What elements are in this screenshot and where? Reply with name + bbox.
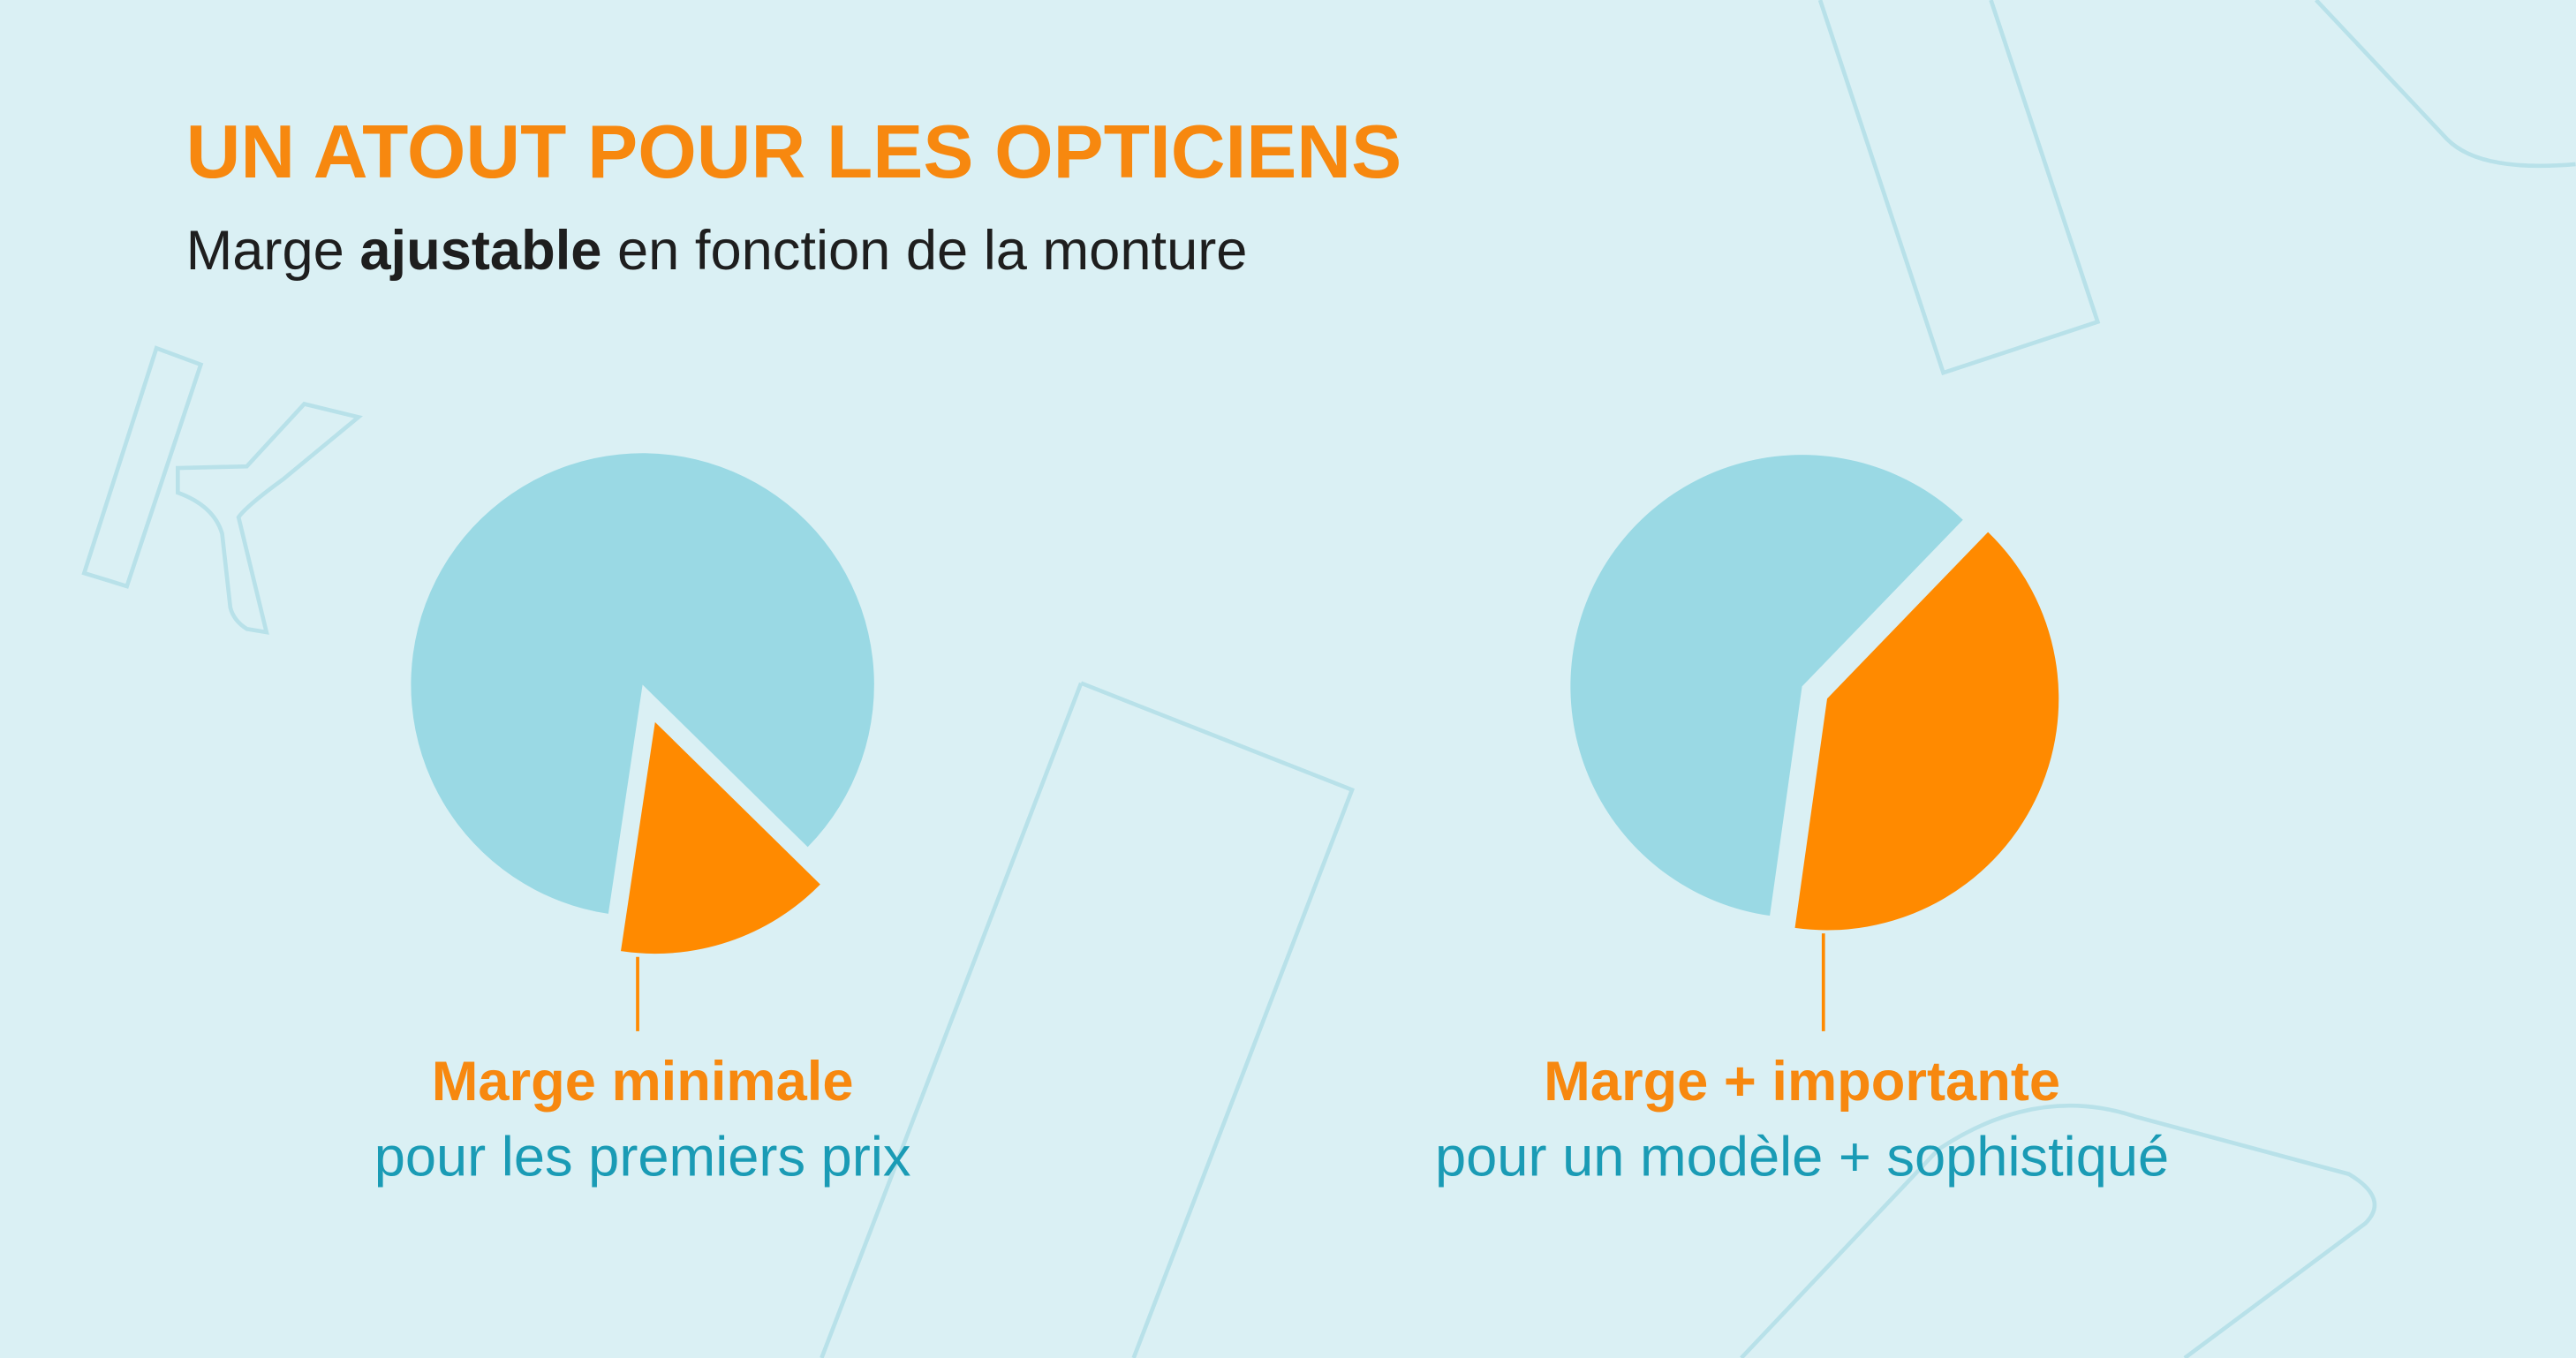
deco-shape [820,681,1356,1358]
subtitle-part: Marge [186,220,360,282]
deco-shape [1740,1103,2377,1358]
deco-shape [2315,0,2576,169]
pie-slice [1794,532,2059,931]
deco-shape [175,401,363,635]
deco-shape [1817,0,2101,376]
pie-slice [621,721,820,954]
annotation-text: pour les premiers prix [374,1127,911,1188]
annotation-title: Marge + importante [1544,1051,2060,1113]
decorations [81,0,2576,1358]
annotation-text: pour un modèle + sophistiqué [1435,1127,2169,1188]
title: UN ATOUT POUR LES OPTICIENS [186,110,1402,194]
subtitle: Marge ajustable en fonction de la montur… [186,220,1248,282]
subtitle-part: en fonction de la monture [601,220,1247,282]
subtitle-emphasis: ajustable [359,220,601,282]
pie-slice [411,453,874,914]
pie-slice [1570,455,1963,917]
annotation-title: Marge minimale [432,1051,854,1113]
deco-shape [81,345,204,589]
